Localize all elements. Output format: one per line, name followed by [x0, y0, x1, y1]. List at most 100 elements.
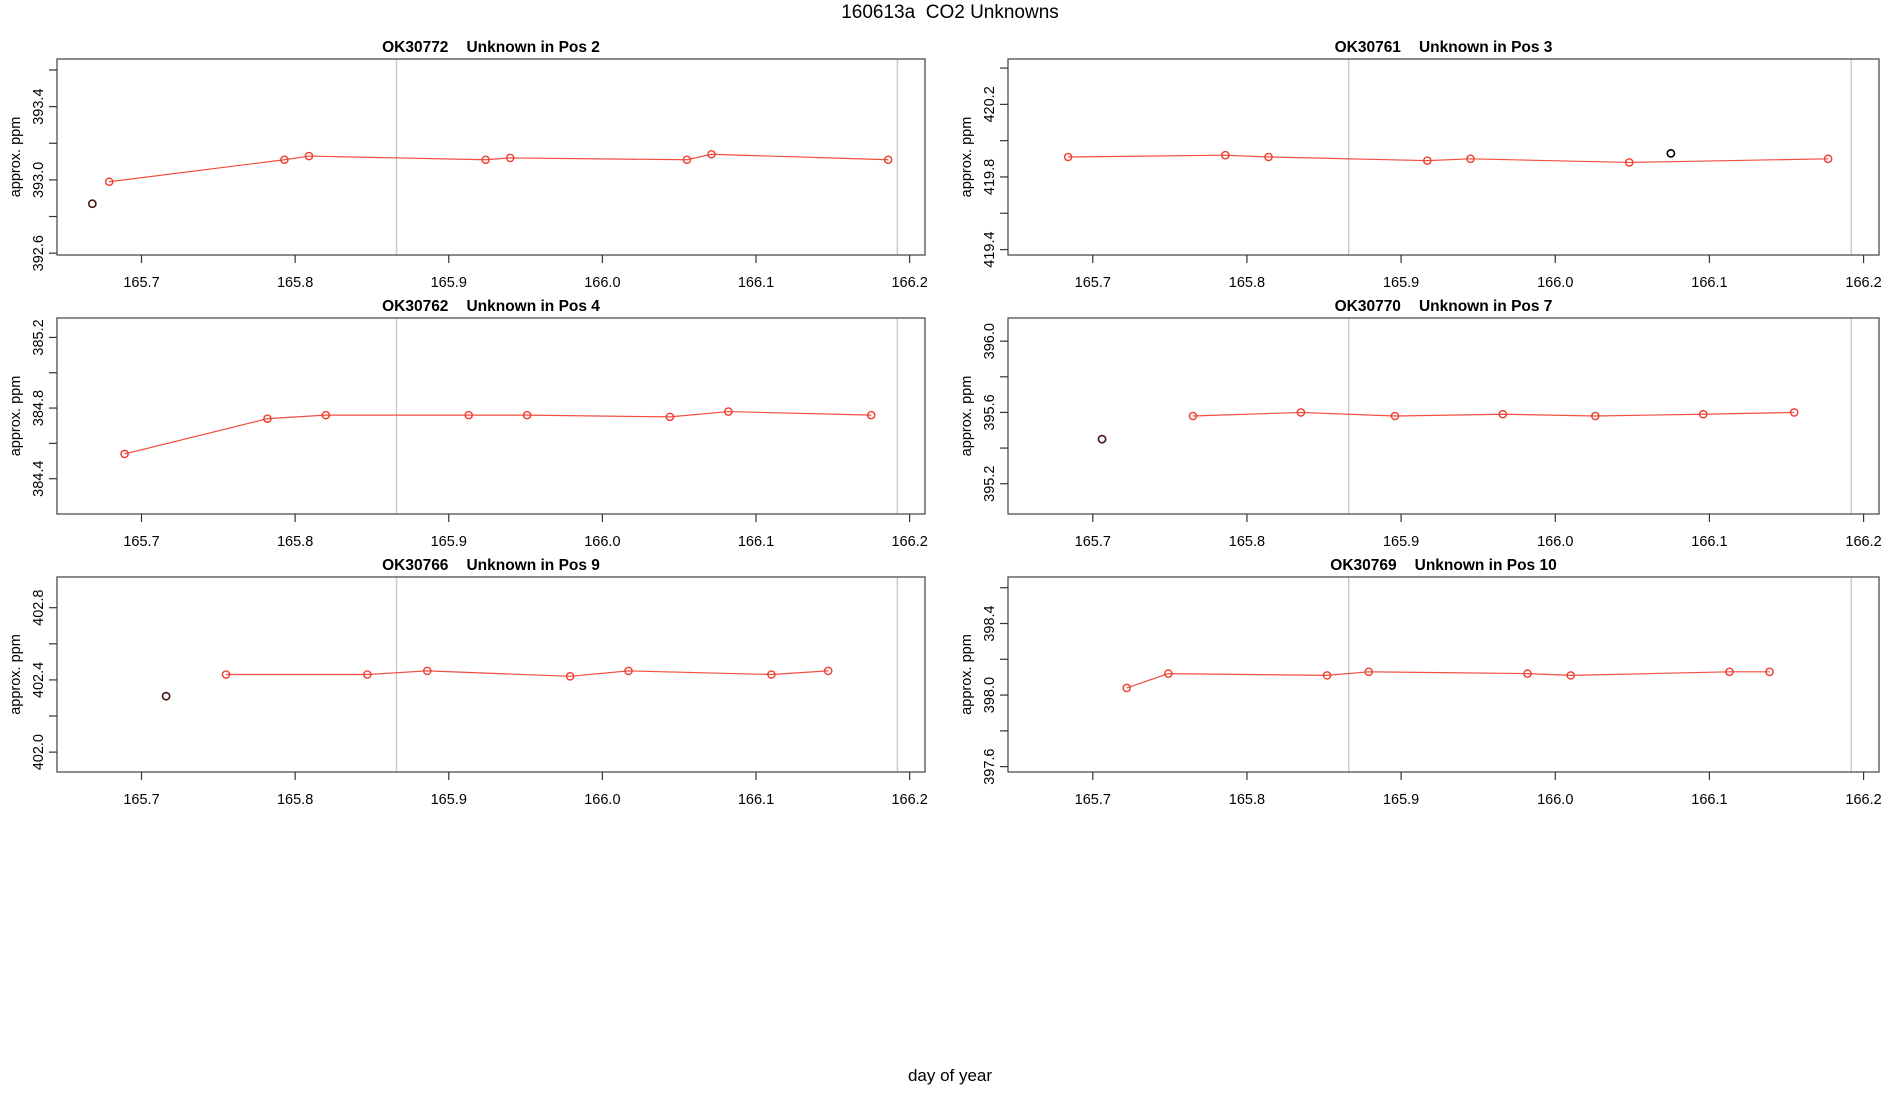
- series-point: [707, 149, 716, 159]
- outlier-point: [1666, 148, 1676, 158]
- plot-border: [1007, 576, 1880, 773]
- series-point: [1364, 667, 1374, 677]
- outlier-point: [1097, 434, 1107, 444]
- x-tick-label: 166.1: [1691, 792, 1727, 808]
- y-tick-label: 392.6: [31, 235, 47, 271]
- series-point: [1423, 156, 1432, 165]
- y-tick-label: 393.4: [31, 88, 47, 124]
- series-line: [109, 153, 889, 183]
- y-tick-label: 384.4: [31, 461, 47, 497]
- x-tick-label: 166.2: [1845, 534, 1881, 550]
- y-tick-label: 397.6: [982, 748, 998, 784]
- x-tick-label: 165.7: [123, 275, 159, 291]
- series-point: [1221, 150, 1230, 160]
- plot-border: [1007, 58, 1880, 256]
- panel-title: OK30762 Unknown in Pos 4: [382, 298, 600, 315]
- x-tick-label: 166.2: [1845, 792, 1881, 808]
- plot-border: [56, 317, 926, 515]
- panel-title-id: OK30762: [382, 298, 448, 315]
- x-tick-label: 165.9: [1383, 275, 1419, 291]
- y-tick-label: 420.2: [982, 86, 998, 122]
- series-point: [1264, 152, 1273, 162]
- series-point: [1466, 154, 1475, 164]
- series-point: [363, 670, 372, 679]
- x-tick-label: 166.2: [891, 275, 927, 291]
- series-point: [1164, 669, 1173, 678]
- panel-OK30762: 165.7 165.8 165.9 166.0 166.1 166.2 384.4 384.8…: [8, 298, 928, 550]
- y-axis-label: approx. ppm: [959, 376, 975, 457]
- y-tick-label: 402.0: [31, 734, 47, 770]
- y-tick-label: 393.0: [31, 162, 47, 198]
- series-point: [1390, 411, 1400, 421]
- series-point: [1566, 671, 1575, 680]
- series-point: [464, 410, 474, 420]
- series-point: [1823, 154, 1833, 164]
- page-title: 160613a CO2 Unknowns: [841, 2, 1059, 23]
- panel-OK30770: 165.7 165.8 165.9 166.0 166.1 166.2 395.2 395.6…: [959, 298, 1882, 550]
- x-tick-label: 165.9: [1383, 792, 1419, 808]
- panel-title-id: OK30769: [1330, 557, 1397, 574]
- y-tick-label: 402.8: [31, 590, 47, 626]
- y-tick-label: 398.0: [982, 677, 998, 713]
- series-point: [321, 410, 331, 420]
- panel-OK30766: 165.7 165.8 165.9 166.0 166.1 166.2 402.0 402.4…: [8, 557, 928, 808]
- panel-OK30769: 165.7 165.8 165.9 166.0 166.1 166.2 397.6 398.0…: [959, 557, 1882, 808]
- y-tick-label: 384.8: [31, 390, 47, 426]
- series-point: [1322, 671, 1332, 680]
- series-point: [767, 670, 776, 679]
- series-point: [304, 151, 314, 161]
- x-tick-label: 166.0: [1537, 792, 1573, 808]
- y-axis-label: approx. ppm: [8, 634, 24, 715]
- y-axis-label: approx. ppm: [959, 117, 975, 198]
- series-point: [665, 412, 675, 422]
- panel-title-desc: Unknown in Pos 7: [1419, 298, 1552, 315]
- x-tick-label: 166.1: [738, 275, 774, 291]
- series-point: [422, 666, 432, 676]
- series-point: [1122, 683, 1132, 693]
- x-tick-label: 165.8: [1229, 792, 1265, 808]
- x-tick-label: 165.7: [1075, 534, 1111, 550]
- panel-title-id: OK30761: [1335, 39, 1402, 56]
- series-line: [1192, 411, 1795, 417]
- x-tick-label: 166.1: [738, 534, 774, 550]
- x-tick-label: 165.9: [1383, 534, 1419, 550]
- y-axis-label: approx. ppm: [959, 634, 975, 715]
- x-tick-label: 166.2: [1845, 275, 1881, 291]
- panel-title-id: OK30772: [382, 39, 448, 56]
- series-point: [1624, 158, 1634, 167]
- x-tick-label: 166.0: [584, 534, 620, 550]
- series-point: [1698, 409, 1708, 419]
- panel-title: OK30761 Unknown in Pos 3: [1335, 39, 1553, 56]
- series-point: [1725, 667, 1734, 677]
- x-tick-label: 166.2: [891, 534, 927, 550]
- series-point: [565, 672, 575, 681]
- panel-title-desc: Unknown in Pos 2: [466, 39, 599, 56]
- series-point: [1765, 667, 1774, 677]
- x-tick-label: 166.0: [584, 792, 620, 808]
- series-point: [263, 414, 272, 423]
- x-tick-label: 166.1: [738, 792, 774, 808]
- outlier-point: [87, 199, 97, 209]
- x-tick-label: 165.8: [1229, 275, 1265, 291]
- panel-title: OK30769 Unknown in Pos 10: [1330, 557, 1556, 574]
- x-tick-label: 165.7: [123, 792, 159, 808]
- series-line: [1126, 671, 1770, 689]
- series-point: [823, 666, 833, 676]
- x-tick-label: 165.8: [277, 534, 313, 550]
- series-point: [1523, 669, 1532, 678]
- series-point: [1789, 408, 1799, 417]
- y-axis-label: approx. ppm: [8, 117, 24, 198]
- y-tick-label: 395.2: [982, 466, 998, 502]
- x-tick-label: 166.1: [1691, 275, 1727, 291]
- y-tick-label: 402.4: [31, 662, 47, 698]
- series-line: [225, 670, 829, 677]
- x-tick-label: 165.8: [277, 275, 313, 291]
- series-point: [682, 155, 692, 165]
- panel-title: OK30766 Unknown in Pos 9: [382, 557, 600, 574]
- x-tick-label: 165.9: [431, 534, 467, 550]
- x-tick-label: 165.8: [1229, 534, 1265, 550]
- outlier-point: [161, 691, 171, 701]
- x-tick-label: 165.7: [1075, 275, 1111, 291]
- series-line: [1068, 154, 1829, 164]
